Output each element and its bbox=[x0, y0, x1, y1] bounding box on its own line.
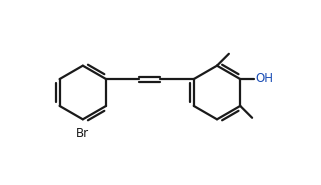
Text: Br: Br bbox=[76, 127, 89, 140]
Text: OH: OH bbox=[256, 72, 273, 85]
